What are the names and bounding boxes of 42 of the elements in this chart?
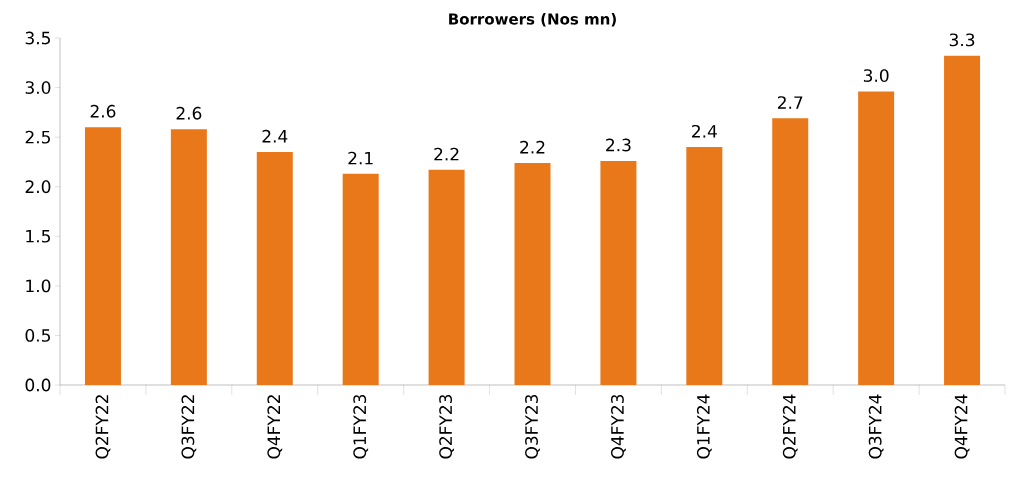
bar <box>772 118 809 385</box>
chart-title: Borrowers (Nos mn) <box>449 13 616 27</box>
data-label: 3.3 <box>949 33 975 47</box>
x-tick-label: Q2FY22 <box>95 395 111 459</box>
bar <box>170 129 207 385</box>
data-label: 2.6 <box>90 104 116 118</box>
x-tick-label: Q3FY24 <box>868 394 884 459</box>
x-tick-label: Q4FY23 <box>611 394 626 459</box>
x-tick-label: Q1FY24 <box>696 394 712 459</box>
x-tick-label: Q1FY23 <box>353 394 369 459</box>
data-label: 2.2 <box>520 140 545 154</box>
y-tick-label: 1.0 <box>26 279 51 293</box>
x-tick-label: Q2FY24 <box>782 394 798 459</box>
bar <box>84 127 121 385</box>
x-tick-label: Q3FY22 <box>181 395 197 459</box>
data-label: 2.7 <box>777 96 803 109</box>
x-tick-label: Q4FY24 <box>954 394 970 459</box>
bar <box>600 160 637 385</box>
data-label: 2.6 <box>176 106 202 120</box>
data-label: 3.0 <box>863 69 889 82</box>
y-tick-label: 3.5 <box>25 31 50 45</box>
bar <box>858 91 895 385</box>
y-tick-label: 0.0 <box>25 378 51 392</box>
y-tick-label: 3.0 <box>25 81 51 94</box>
bar <box>428 169 465 385</box>
x-tick-label: Q3FY23 <box>525 394 540 459</box>
bar <box>514 162 551 385</box>
x-tick-label: Q4FY22 <box>267 395 283 459</box>
bar <box>256 152 293 385</box>
y-tick-label: 2.5 <box>25 130 50 144</box>
data-label: 2.2 <box>434 147 459 161</box>
bar <box>686 147 723 385</box>
data-label: 2.4 <box>262 129 288 143</box>
data-label: 2.3 <box>606 138 631 152</box>
data-label: 2.4 <box>692 124 717 138</box>
bar <box>342 173 379 385</box>
bar <box>944 55 981 385</box>
x-tick-label: Q2FY23 <box>439 394 455 459</box>
y-tick-label: 1.5 <box>26 229 50 243</box>
data-label: 2.1 <box>348 151 373 165</box>
y-tick-label: 0.5 <box>25 328 50 342</box>
y-tick-label: 2.0 <box>25 180 51 194</box>
